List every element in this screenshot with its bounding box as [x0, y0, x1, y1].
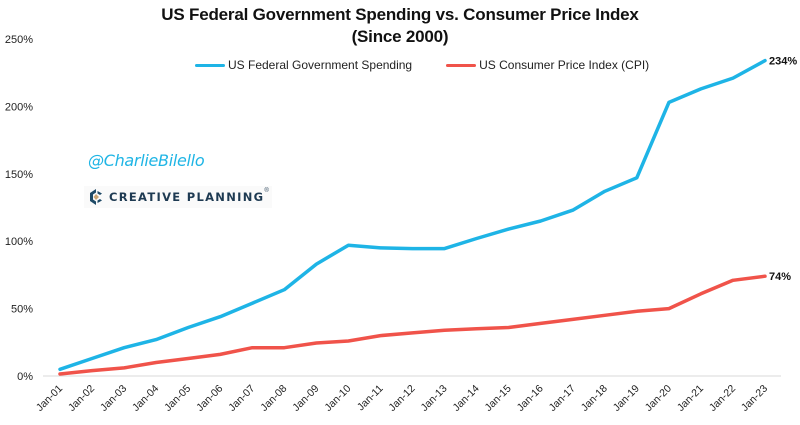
x-tick-label: Jan-21: [675, 383, 706, 414]
legend-label-spending: US Federal Government Spending: [228, 58, 413, 72]
x-tick-label: Jan-03: [98, 383, 129, 414]
creative-planning-logo: CREATIVE PLANNING ®: [84, 186, 272, 208]
legend-item-cpi: US Consumer Price Index (CPI): [446, 58, 649, 72]
x-tick-label: Jan-09: [290, 383, 321, 414]
y-tick-label: 50%: [11, 304, 33, 316]
x-tick-label: Jan-11: [355, 383, 386, 414]
x-tick-label: Jan-13: [418, 383, 449, 414]
x-tick-label: Jan-14: [451, 383, 482, 414]
series-line-cpi: [58, 274, 767, 376]
x-tick-label: Jan-10: [322, 383, 353, 414]
legend-label-cpi: US Consumer Price Index (CPI): [479, 58, 650, 72]
x-tick-label: Jan-20: [643, 383, 674, 414]
x-tick-label: Jan-07: [226, 383, 257, 414]
x-tick-label: Jan-05: [162, 383, 193, 414]
x-tick-label: Jan-19: [611, 383, 642, 414]
twitter-handle: @CharlieBilello: [88, 151, 205, 170]
legend-swatch-cpi: [446, 63, 477, 67]
chart-title: US Federal Government Spending vs. Consu…: [161, 5, 639, 24]
x-tick-label: Jan-23: [739, 383, 770, 414]
x-tick-label: Jan-06: [194, 383, 225, 414]
y-tick-label: 100%: [5, 236, 33, 248]
x-tick-label: Jan-15: [483, 383, 514, 414]
legend-swatch-spending: [195, 63, 225, 67]
y-tick-label: 200%: [5, 101, 33, 113]
x-tick-label: Jan-22: [707, 383, 738, 414]
x-tick-label: Jan-04: [130, 383, 161, 414]
creative-planning-logo-icon: [90, 189, 102, 205]
y-tick-label: 0%: [17, 371, 33, 383]
y-tick-label: 150%: [5, 169, 33, 181]
x-tick-label: Jan-12: [386, 383, 417, 414]
end-label-spending: 234%: [769, 56, 797, 68]
legend: US Federal Government Spending US Consum…: [195, 58, 683, 72]
end-label-cpi: 74%: [769, 271, 791, 283]
x-tick-label: Jan-02: [66, 383, 97, 414]
legend-item-spending: US Federal Government Spending: [195, 58, 412, 72]
x-tick-label: Jan-18: [579, 383, 610, 414]
brand-name: CREATIVE PLANNING: [109, 190, 265, 204]
chart-subtitle: (Since 2000): [351, 27, 449, 46]
x-tick-label: Jan-08: [258, 383, 289, 414]
x-tick-label: Jan-16: [515, 383, 546, 414]
brand-trademark: ®: [264, 188, 269, 194]
x-tick-label: Jan-17: [547, 383, 578, 414]
x-tick-label: Jan-01: [34, 383, 65, 414]
series-line-spending: [58, 58, 767, 372]
